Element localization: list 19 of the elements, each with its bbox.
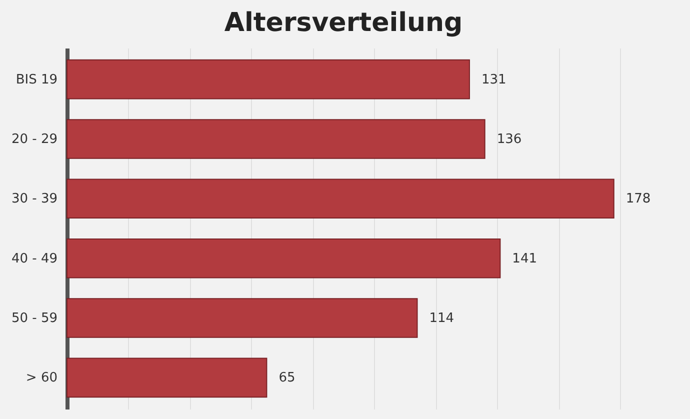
y-tick-label: > 60 — [26, 370, 58, 386]
y-tick-label: 40 - 49 — [11, 251, 58, 266]
bar — [66, 358, 268, 398]
y-tick-label: 20 - 29 — [11, 132, 58, 147]
bar — [66, 238, 501, 278]
bar — [66, 298, 418, 338]
bar — [66, 59, 470, 100]
y-tick-label: 30 - 39 — [11, 192, 58, 207]
y-tick-label: BIS 19 — [16, 72, 58, 88]
y-tick-label: 50 - 59 — [11, 311, 58, 326]
data-label: 136 — [496, 132, 522, 147]
data-label: 131 — [481, 72, 506, 88]
bar — [66, 119, 486, 159]
data-label: 141 — [512, 251, 538, 266]
data-label: 65 — [278, 370, 296, 386]
chart-title: Altersverteilung — [224, 8, 463, 38]
data-label: 178 — [626, 192, 651, 207]
data-label: 114 — [429, 311, 454, 326]
bar — [66, 178, 614, 219]
